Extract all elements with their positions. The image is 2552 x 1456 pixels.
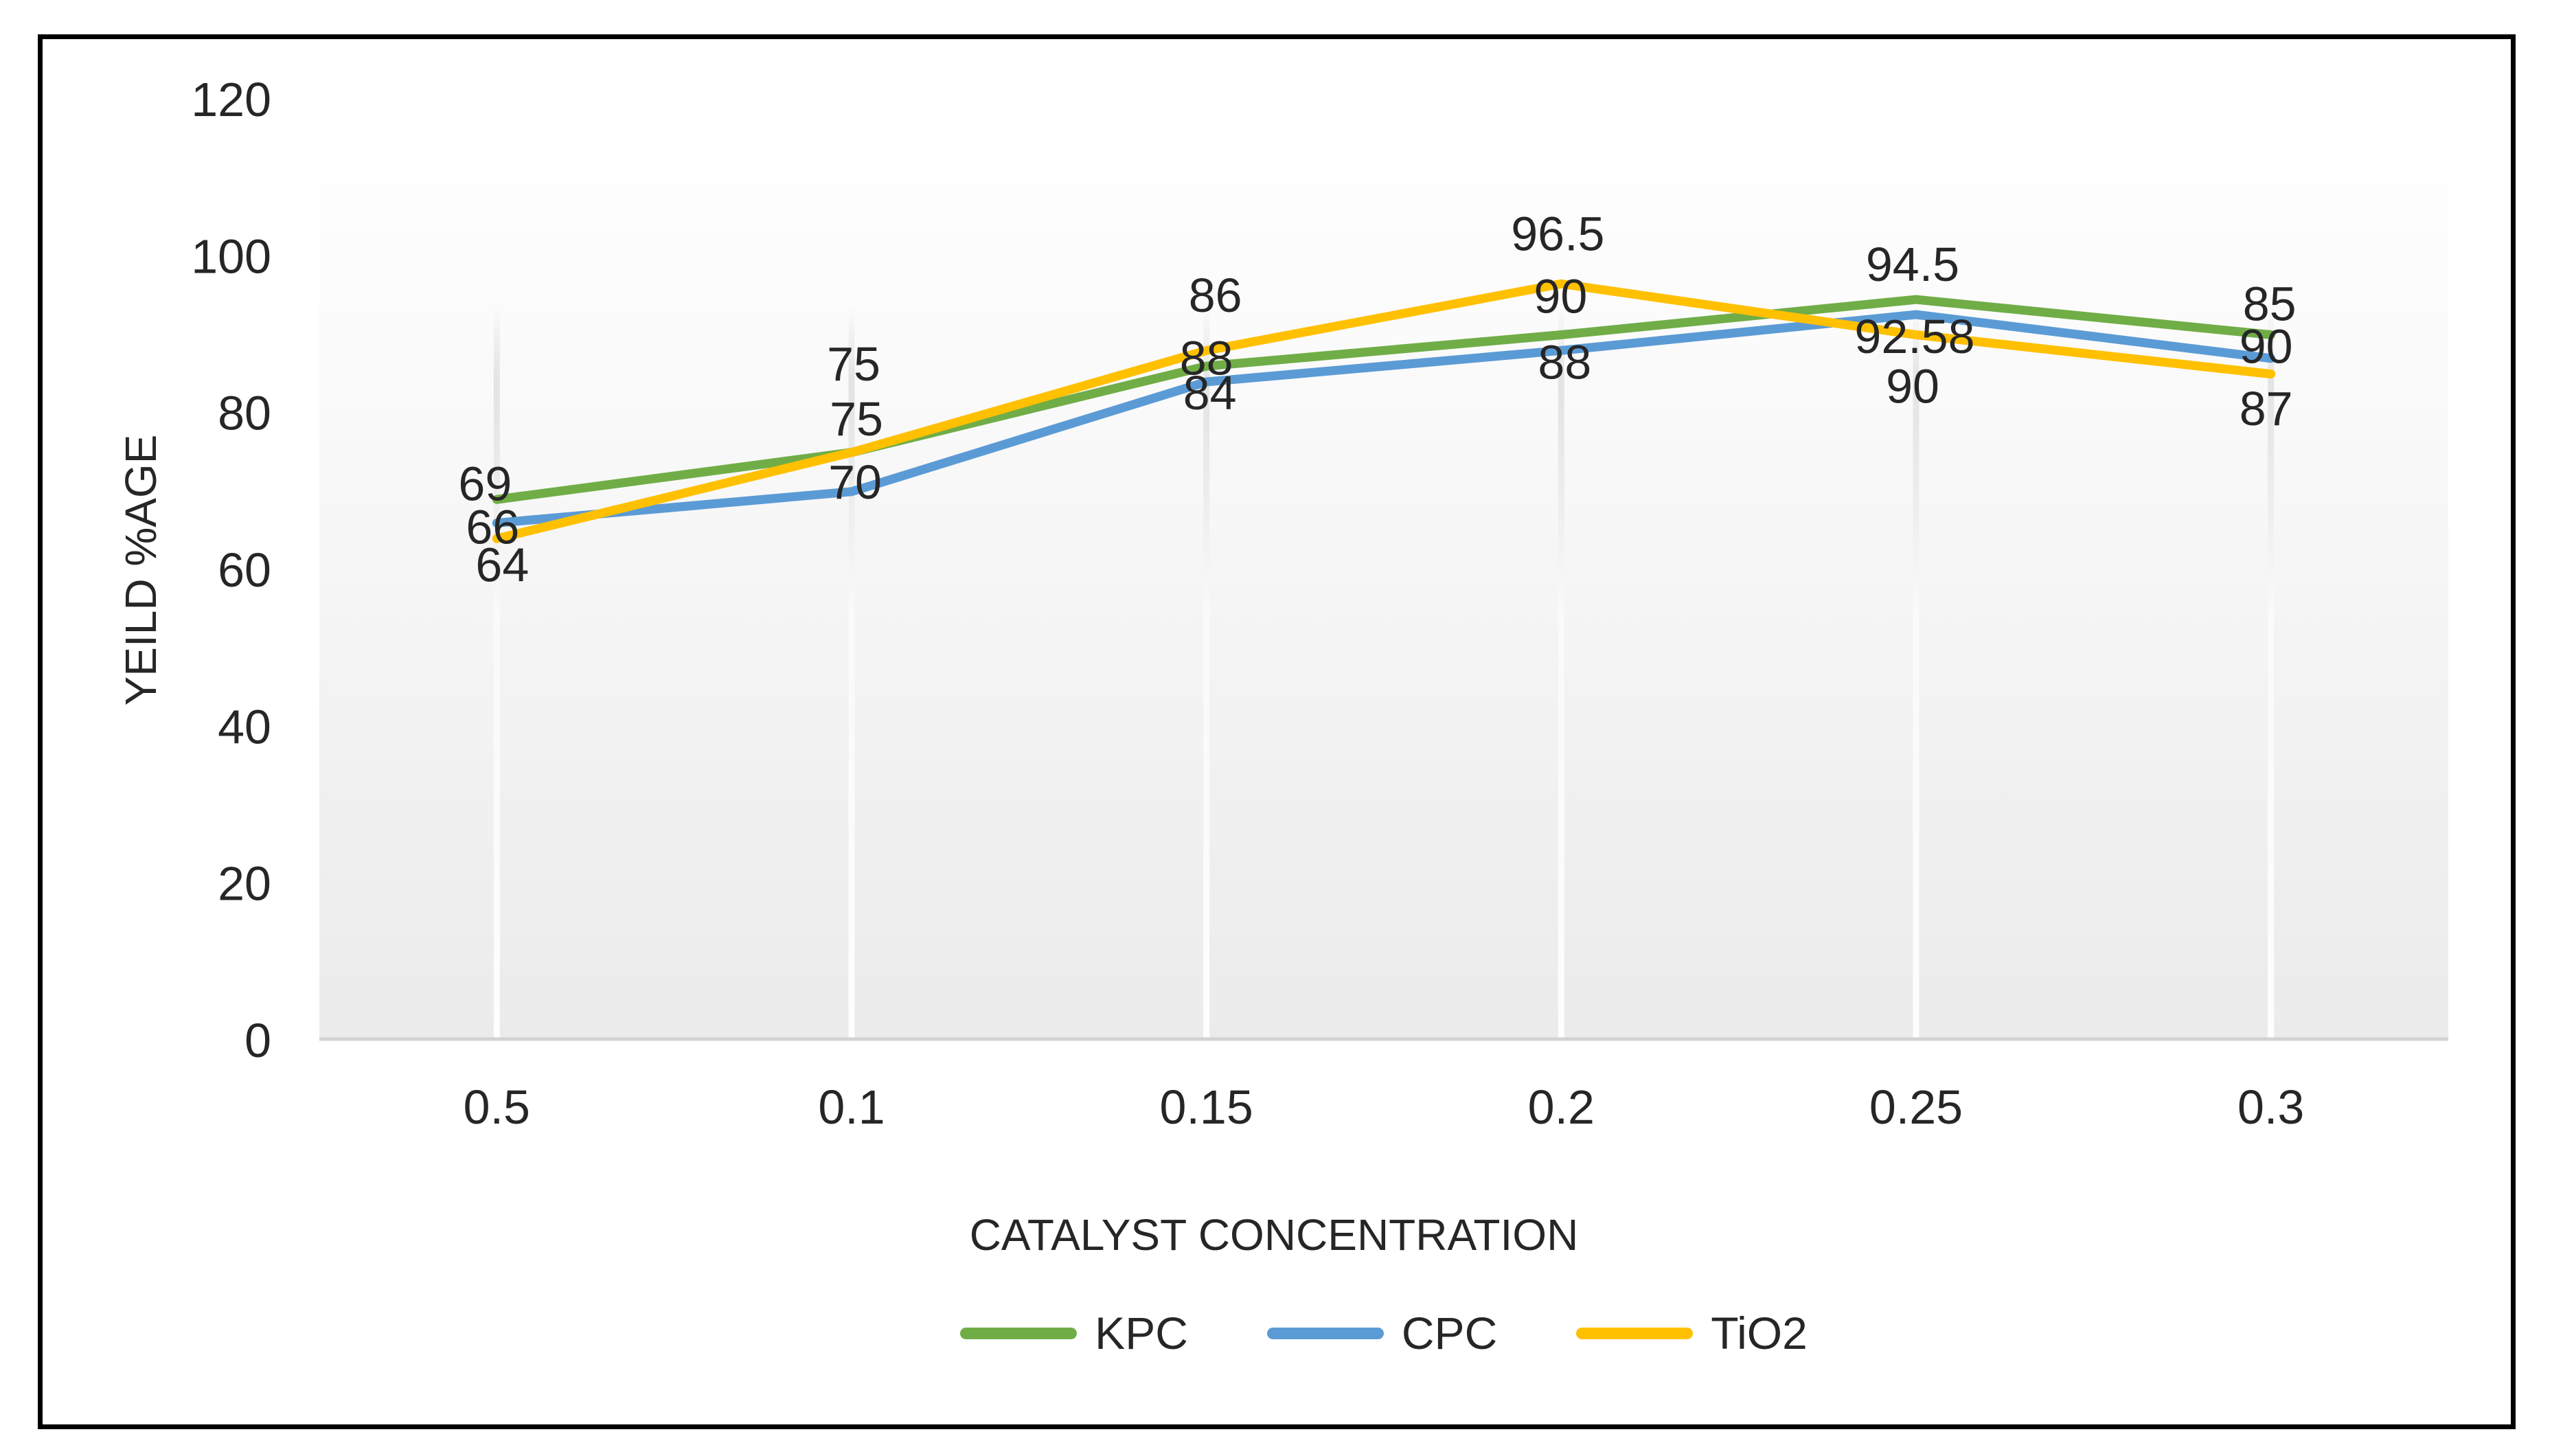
x-tick-labels: 0.5 0.1 0.15 0.2 0.25 0.3 [464,1080,2305,1134]
data-label-TiO2-0.15: 88 [1180,331,1233,385]
plot-area [319,100,2448,1040]
y-tick-label: 80 [218,387,271,440]
y-tick-label: 0 [244,1014,271,1067]
legend-item-KPC: KPC [960,1310,1188,1356]
data-label-KPC-0.5: 69 [458,457,512,510]
legend: KPC CPC TiO2 [319,1310,2448,1356]
x-tick-label: 0.5 [464,1080,530,1134]
legend-label: CPC [1401,1308,1498,1358]
series-lines [492,279,2276,543]
gridlines [493,100,2275,1040]
data-label-CPC-0.3: 87 [2240,382,2293,435]
x-tick-label: 0.3 [2237,1080,2304,1134]
data-label-TiO2-0.2: 96.5 [1511,207,1604,260]
series-line-TiO2 [492,279,2276,543]
data-label-TiO2-0.3: 85 [2243,277,2297,331]
legend-swatch-TiO2 [1576,1327,1694,1339]
data-label-TiO2-0.1: 75 [827,337,880,391]
plot-background [319,100,2448,1040]
legend-item-TiO2: TiO2 [1576,1310,1808,1356]
x-tick-label: 0.25 [1869,1080,1963,1134]
legend-label: TiO2 [1711,1308,1808,1358]
legend-swatch-CPC [1266,1327,1384,1339]
x-tick-label: 0.15 [1160,1080,1253,1134]
data-label-TiO2-0.25: 90 [1886,360,1939,413]
data-label-CPC-0.25: 92.58 [1854,310,1974,363]
data-label-KPC-0.3: 90 [2240,320,2293,374]
x-axis-title: CATALYST CONCENTRATION [970,1210,1579,1260]
data-label-KPC-0.25: 94.5 [1866,238,1959,291]
y-axis-title: YEILD %AGE [116,435,166,706]
data-label-KPC-0.15: 86 [1189,269,1242,322]
y-tick-labels: 0 20 40 60 80 100 120 [191,73,271,1067]
data-label-CPC-0.5: 66 [466,501,519,554]
data-label-KPC-0.2: 90 [1534,270,1587,323]
data-label-CPC-0.1: 70 [828,455,882,509]
y-tick-label: 120 [191,73,271,126]
y-tick-label: 100 [191,229,271,283]
data-label-CPC-0.15: 84 [1183,366,1237,420]
legend-label: KPC [1095,1308,1188,1358]
legend-item-CPC: CPC [1266,1308,1498,1358]
data-label-CPC-0.2: 88 [1538,335,1591,389]
y-tick-label: 20 [218,857,271,911]
legend-swatch-KPC [960,1327,1078,1339]
data-label-KPC-0.1: 75 [830,392,883,446]
y-tick-label: 40 [218,700,271,753]
data-label-TiO2-0.5: 64 [475,538,529,591]
y-tick-label: 60 [218,543,271,597]
series-line-CPC [492,310,2276,527]
x-tick-label: 0.2 [1528,1080,1595,1134]
series-line-KPC [492,295,2276,504]
x-tick-label: 0.1 [818,1080,885,1134]
